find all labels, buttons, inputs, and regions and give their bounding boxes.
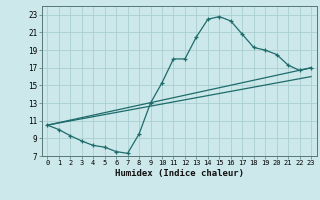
X-axis label: Humidex (Indice chaleur): Humidex (Indice chaleur) xyxy=(115,169,244,178)
